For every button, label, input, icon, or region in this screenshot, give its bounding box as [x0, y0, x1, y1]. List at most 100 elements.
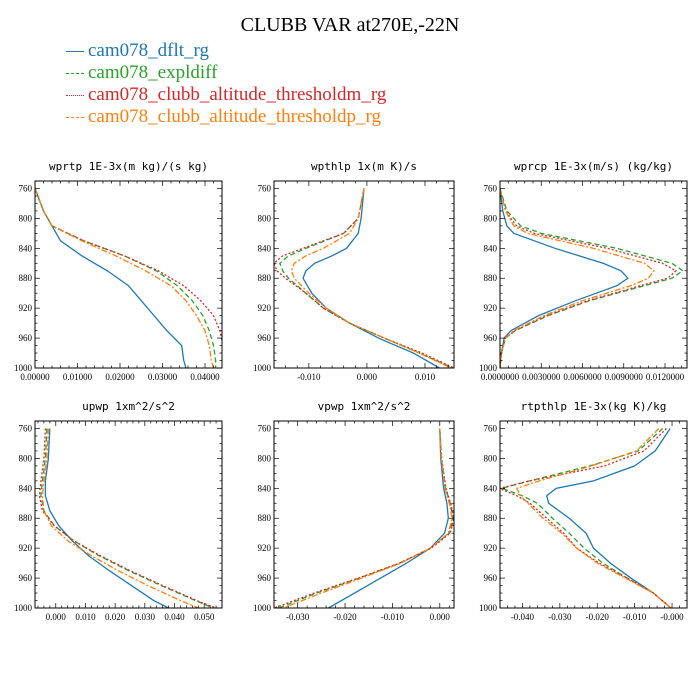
legend-item: cam078_clubb_altitude_thresholdm_rg: [66, 84, 386, 106]
x-tick-label: 0.00000: [20, 372, 50, 382]
series-line: [35, 188, 217, 368]
y-tick-label: 760: [258, 183, 272, 193]
series-line: [500, 188, 678, 368]
legend-item: cam078_expldiff: [66, 62, 386, 84]
legend-item: cam078_clubb_altitude_thresholdp_rg: [66, 106, 386, 128]
y-tick-label: 920: [19, 543, 33, 553]
y-tick-label: 920: [484, 303, 498, 313]
y-tick-label: 840: [258, 243, 272, 253]
legend-item: cam078_dflt_rg: [66, 40, 386, 62]
x-tick-label: 0.040: [164, 612, 185, 622]
x-tick-label: 0.0120000: [646, 372, 685, 382]
series-line: [41, 428, 199, 608]
x-tick-label: -0.010: [381, 612, 405, 622]
y-tick-label: 960: [484, 573, 498, 583]
series-line: [283, 428, 453, 608]
plot-frame: [273, 180, 455, 369]
y-tick-label: 800: [19, 213, 33, 223]
x-tick-label: -0.030: [286, 612, 310, 622]
x-tick-label: -0.010: [623, 612, 647, 622]
plot-frame: [34, 180, 223, 369]
series-group: [38, 428, 217, 608]
figure-title: CLUBB VAR at270E,-22N: [240, 14, 460, 36]
series-line: [290, 188, 452, 368]
series-line: [274, 428, 454, 608]
legend-swatch: [66, 50, 84, 52]
series-group: [35, 188, 222, 368]
plot-frame: [499, 180, 688, 369]
plot-frame: [499, 420, 688, 609]
y-tick-label: 960: [258, 573, 272, 583]
y-tick-label: 960: [19, 333, 33, 343]
legend: cam078_dflt_rg cam078_expldiff cam078_cl…: [66, 40, 386, 128]
series-line: [500, 188, 655, 368]
x-tick-label: 0.04000: [190, 372, 220, 382]
legend-label: cam078_expldiff: [88, 62, 218, 83]
panel-title: upwp 1xm^2/s^2: [82, 400, 175, 413]
x-tick-label: 0.02000: [105, 372, 135, 382]
series-group: [500, 428, 672, 608]
chart-panel: 760 800 840 880 920 960 1000 -0.010 0.000 0.010 wp…: [253, 160, 455, 382]
x-tick-label: 0.0090000: [605, 372, 644, 382]
series-line: [35, 188, 215, 368]
y-tick-label: 1000: [253, 603, 272, 613]
series-group: [274, 188, 454, 368]
series-group: [500, 188, 685, 368]
y-tick-label: 760: [258, 423, 272, 433]
x-tick-label: 0.01000: [63, 372, 93, 382]
y-tick-label: 1000: [14, 363, 33, 373]
y-tick-label: 960: [258, 333, 272, 343]
legend-label: cam078_dflt_rg: [88, 40, 210, 61]
y-tick-label: 920: [258, 303, 272, 313]
y-tick-label: 1000: [479, 603, 498, 613]
series-line: [44, 428, 169, 608]
x-tick-label: 0.030: [135, 612, 156, 622]
y-tick-label: 800: [484, 453, 498, 463]
x-tick-label: -0.040: [511, 612, 535, 622]
x-tick-label: -0.000: [660, 612, 684, 622]
y-tick-label: 840: [484, 483, 498, 493]
x-tick-label: 0.000: [430, 612, 451, 622]
chart-panel: 760 800 840 880 920 960 1000 -0.040 -0.030 -0.020…: [479, 400, 688, 622]
panel-title: rtpthlp 1E-3x(kg K)/kg: [521, 400, 667, 413]
y-tick-label: 840: [19, 483, 33, 493]
y-tick-label: 800: [19, 453, 33, 463]
series-line: [35, 188, 222, 345]
x-tick-label: -0.020: [333, 612, 357, 622]
series-line: [500, 428, 672, 608]
y-tick-label: 880: [19, 513, 33, 523]
series-line: [500, 188, 685, 368]
x-tick-label: 0.0000000: [481, 372, 520, 382]
y-tick-label: 880: [258, 273, 272, 283]
panel-title: wprtp 1E-3x(m kg)/(s kg): [49, 160, 208, 173]
y-tick-label: 960: [484, 333, 498, 343]
y-tick-label: 880: [258, 513, 272, 523]
y-tick-label: 920: [258, 543, 272, 553]
series-group: [274, 428, 454, 608]
series-line: [500, 188, 629, 368]
panel-title: vpwp 1xm^2/s^2: [318, 400, 411, 413]
series-line: [546, 428, 672, 608]
series-line: [279, 188, 454, 368]
series-line: [278, 428, 454, 608]
series-line: [40, 428, 214, 608]
series-line: [302, 188, 440, 368]
panel-title: wprcp 1E-3x(m/s) (kg/kg): [514, 160, 673, 173]
y-tick-label: 1000: [14, 603, 33, 613]
series-line: [38, 428, 217, 608]
y-tick-label: 880: [484, 273, 498, 283]
y-tick-label: 920: [484, 543, 498, 553]
series-line: [515, 428, 672, 608]
y-tick-label: 1000: [479, 363, 498, 373]
x-tick-label: 0.0030000: [522, 372, 561, 382]
panel-title: wpthlp 1x(m K)/s: [311, 160, 417, 173]
y-tick-label: 800: [258, 453, 272, 463]
y-tick-label: 840: [258, 483, 272, 493]
legend-swatch: [66, 94, 84, 96]
y-tick-label: 960: [19, 573, 33, 583]
y-tick-label: 760: [484, 183, 498, 193]
x-tick-label: 0.050: [194, 612, 215, 622]
